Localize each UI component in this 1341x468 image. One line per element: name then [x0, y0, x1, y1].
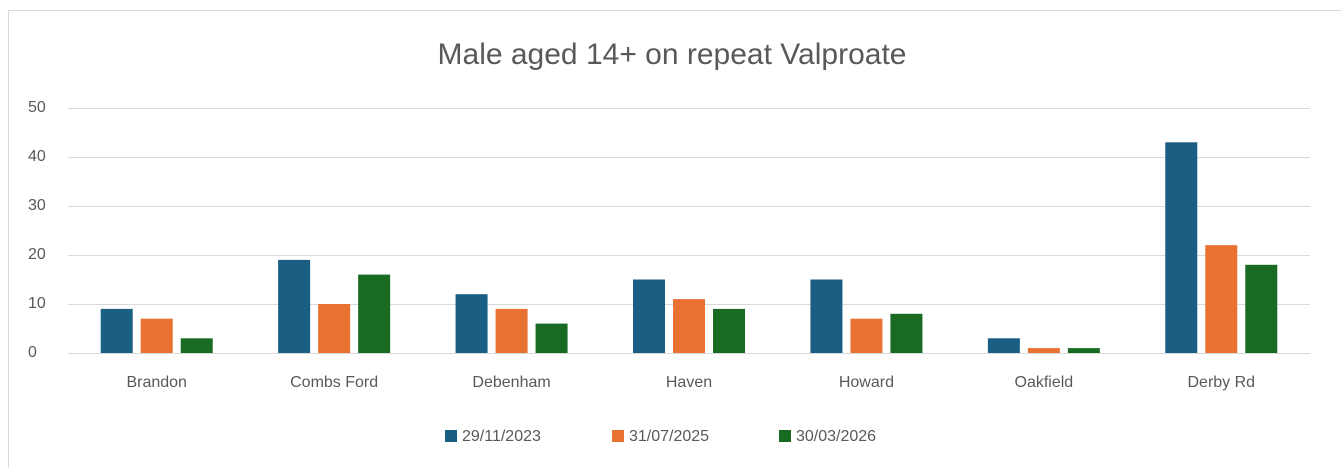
bar: [1067, 348, 1100, 353]
bar: [1027, 348, 1060, 353]
x-tick-label: Debenham: [472, 374, 550, 391]
x-tick-label: Oakfield: [1015, 374, 1074, 391]
bar: [1205, 245, 1238, 353]
chart-border: [8, 10, 1341, 468]
bar: [1245, 264, 1278, 353]
x-tick-label: Howard: [839, 374, 894, 391]
chart-title: Male aged 14+ on repeat Valproate: [438, 38, 907, 71]
bar: [535, 323, 568, 353]
bar: [278, 259, 311, 353]
bar: [890, 313, 923, 353]
x-tick-label: Combs Ford: [290, 374, 378, 391]
legend-label: 30/03/2026: [796, 428, 876, 445]
bar: [455, 294, 488, 353]
x-tick-label: Brandon: [126, 374, 187, 391]
legend-swatch: [612, 430, 624, 442]
legend-label: 31/07/2025: [629, 428, 709, 445]
bar: [1165, 142, 1198, 353]
bar: [987, 338, 1020, 353]
y-tick-label: 20: [28, 246, 46, 263]
bar: [633, 279, 665, 353]
x-tick-label: Derby Rd: [1187, 374, 1255, 391]
bar: [358, 274, 391, 353]
y-tick-label: 50: [28, 99, 46, 116]
bar: [140, 318, 173, 353]
y-tick-label: 0: [28, 344, 37, 361]
bar: [850, 318, 883, 353]
x-tick-label: Haven: [666, 374, 712, 391]
legend-label: 29/11/2023: [462, 428, 541, 445]
bar: [713, 308, 745, 353]
bar: [180, 338, 213, 353]
bar: [495, 308, 528, 353]
y-tick-label: 10: [28, 295, 46, 312]
y-tick-label: 40: [28, 148, 46, 165]
legend-swatch: [445, 430, 457, 442]
bar: [100, 308, 133, 353]
y-tick-label: 30: [28, 197, 46, 214]
legend-swatch: [779, 430, 791, 442]
bar: [810, 279, 843, 353]
bar: [673, 299, 705, 353]
bar: [318, 304, 351, 353]
